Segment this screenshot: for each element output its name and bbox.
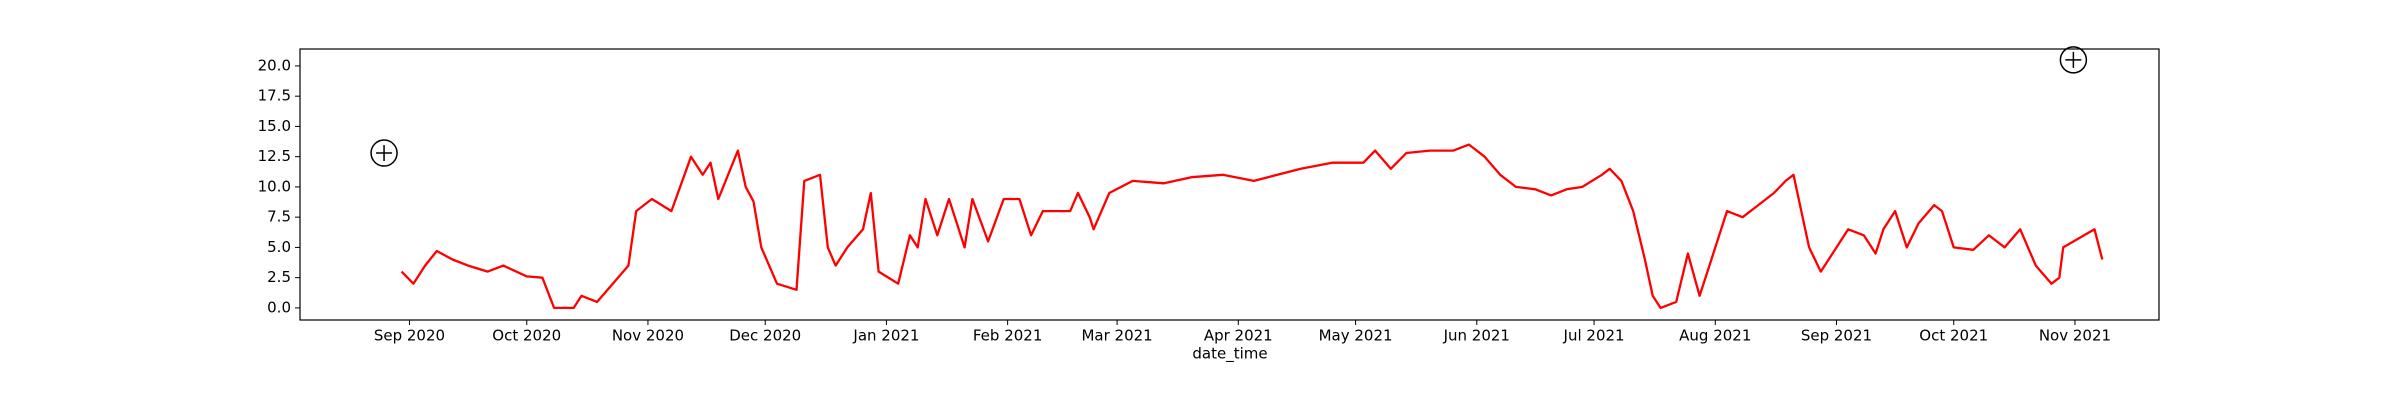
x-tick-label: Feb 2021 [973,327,1043,345]
x-tick-label: Aug 2021 [1679,327,1751,345]
y-tick-label: 17.5 [258,87,291,105]
marker-part [370,139,398,167]
y-tick-label: 5.0 [267,238,291,256]
x-tick-label: Mar 2021 [1081,327,1152,345]
marker [2059,46,2088,74]
x-tick-label: Nov 2021 [2039,327,2111,345]
y-tick-label: 2.5 [267,268,291,286]
y-tick-label: 10.0 [258,177,291,195]
y-tick-label: 7.5 [267,208,291,226]
x-tick-label: Oct 2020 [492,327,561,345]
x-tick-label: Apr 2021 [1204,327,1273,345]
y-tick-label: 12.5 [258,147,291,165]
marker [370,139,398,167]
x-tick-label: Jul 2021 [1563,327,1625,345]
x-tick-label: Jun 2021 [1443,327,1510,345]
x-axis-label: date_time [1192,345,1267,364]
x-tick-label: Dec 2020 [729,327,801,345]
data-line [400,143,2104,310]
x-tick-label: Oct 2021 [1919,327,1988,345]
y-tick-label: 0.0 [267,298,291,316]
x-tick-label: May 2021 [1319,327,1393,345]
x-tick-label: Sep 2021 [1801,327,1872,345]
x-tick-label: Sep 2020 [374,327,445,345]
x-tick-label: Jan 2021 [852,327,919,345]
y-tick-label: 20.0 [258,56,291,74]
x-tick-label: Nov 2020 [612,327,684,345]
marker-part [2059,46,2088,74]
plot-frame [299,48,2160,321]
y-tick-label: 15.0 [258,117,291,135]
